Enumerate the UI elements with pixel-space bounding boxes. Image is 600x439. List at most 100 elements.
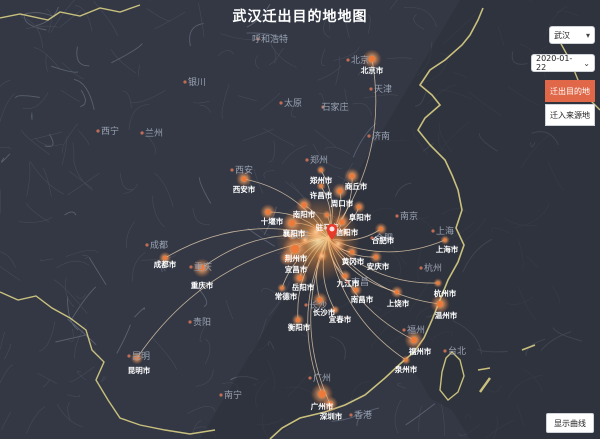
city-dot[interactable] <box>301 202 307 208</box>
city-dot[interactable] <box>333 308 337 312</box>
city-dot[interactable] <box>404 358 408 362</box>
road-segment <box>0 93 15 123</box>
road-segment <box>204 338 211 365</box>
city-dot[interactable] <box>290 244 300 254</box>
province-capital-dot <box>443 349 447 353</box>
road-segment <box>25 25 58 29</box>
city-dot[interactable] <box>325 213 329 217</box>
city-dot[interactable] <box>134 355 140 361</box>
road-segment <box>68 328 74 342</box>
city-dot[interactable] <box>349 249 355 255</box>
destination-label: 宜春市 <box>329 314 352 324</box>
province-label: 南宁 <box>224 389 242 401</box>
city-dot[interactable] <box>297 275 303 281</box>
city-dot[interactable] <box>284 255 290 261</box>
road-segment <box>199 104 211 113</box>
city-dot[interactable] <box>342 273 348 279</box>
road-segment <box>192 420 202 435</box>
road-segment <box>116 324 131 354</box>
city-dot[interactable] <box>317 297 323 303</box>
destination-label: 十堰市 <box>261 216 284 226</box>
road-segment <box>146 8 171 22</box>
road-segment <box>20 16 43 49</box>
road-segment <box>253 168 264 194</box>
tab-outbound-destinations[interactable]: 迁出目的地 <box>545 80 595 102</box>
city-dot[interactable] <box>319 184 323 188</box>
hainan-coast <box>477 344 536 371</box>
province-capital-dot <box>304 303 308 307</box>
road-segment <box>344 88 349 112</box>
city-dot[interactable] <box>378 226 384 232</box>
city-dot[interactable] <box>339 219 345 225</box>
city-dot[interactable] <box>373 254 379 260</box>
city-dot[interactable] <box>353 287 359 293</box>
map-pin-icon[interactable] <box>326 224 338 240</box>
city-dot[interactable] <box>295 317 301 323</box>
destination-label: 岳阳市 <box>292 282 315 292</box>
city-glow <box>340 227 350 237</box>
road-segment <box>237 95 258 102</box>
road-segment <box>73 78 95 110</box>
province-capital-dot <box>308 376 312 380</box>
destination-label: 南昌市 <box>351 294 374 304</box>
city-dot[interactable] <box>349 173 355 179</box>
city-dot[interactable] <box>394 289 400 295</box>
city-dot[interactable] <box>265 209 271 215</box>
date-dropdown[interactable]: 2020-01-22 ⌄ <box>531 54 595 72</box>
road-segment <box>352 102 372 116</box>
road-segment <box>76 46 90 67</box>
road-segment <box>267 36 297 68</box>
city-dot[interactable] <box>198 264 206 272</box>
destination-label: 许昌市 <box>310 190 333 200</box>
destination-label: 衡阳市 <box>288 322 311 332</box>
province-label: 昆明 <box>132 351 150 362</box>
road-segment <box>26 161 31 197</box>
road-segment <box>39 258 54 261</box>
city-dot[interactable] <box>443 238 447 242</box>
road-segment <box>260 20 277 24</box>
province-label: 南京 <box>400 210 418 222</box>
road-segment <box>317 65 342 81</box>
destination-label: 深圳市 <box>320 411 343 421</box>
province-capital-dot <box>279 101 283 105</box>
tab-inbound-sources[interactable]: 迁入来源地 <box>545 104 595 126</box>
city-dot[interactable] <box>337 188 343 194</box>
destination-label: 福州市 <box>408 346 432 356</box>
city-dot[interactable] <box>436 281 440 285</box>
road-segment <box>195 369 214 387</box>
city-dot[interactable] <box>410 336 418 344</box>
city-dot[interactable] <box>356 204 362 210</box>
city-dot[interactable] <box>327 401 333 407</box>
road-segment <box>70 286 97 321</box>
road-segment <box>413 13 425 30</box>
road-segment <box>0 153 11 163</box>
city-dot[interactable] <box>318 390 326 398</box>
city-dot[interactable] <box>319 168 323 172</box>
road-segment <box>356 407 380 426</box>
road-segment <box>243 128 274 141</box>
road-segment <box>128 104 150 131</box>
destination-label: 泉州市 <box>395 364 418 374</box>
city-dot[interactable] <box>288 219 296 227</box>
destination-label: 合肥市 <box>372 235 395 245</box>
road-segment <box>60 89 80 102</box>
road-segment <box>45 8 52 33</box>
destination-label: 襄阳市 <box>282 228 306 238</box>
city-dropdown[interactable]: 武汉 ▾ <box>549 26 595 44</box>
road-segment <box>323 15 331 38</box>
destination-label: 长沙市 <box>313 307 336 317</box>
city-dot[interactable] <box>280 286 284 290</box>
road-segment <box>260 92 281 111</box>
road-segment <box>312 143 342 169</box>
city-dot[interactable] <box>162 255 168 261</box>
road-segment <box>198 2 205 38</box>
road-segment <box>403 7 437 28</box>
province-label: 西安 <box>235 164 253 176</box>
province-label: 呼和浩特 <box>252 33 288 45</box>
city-dot[interactable] <box>241 176 247 182</box>
province-label: 石家庄 <box>321 101 348 113</box>
city-dot[interactable] <box>436 300 444 308</box>
city-dot[interactable] <box>368 55 376 63</box>
show-curve-button[interactable]: 显示曲线 <box>546 413 594 433</box>
